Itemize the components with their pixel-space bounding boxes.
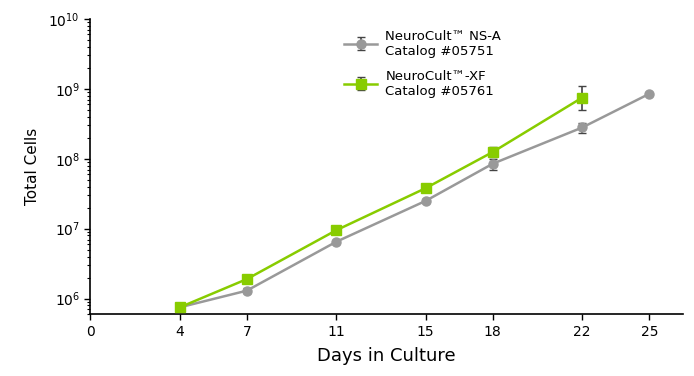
Legend: NeuroCult™ NS-A
Catalog #05751, NeuroCult™-XF
Catalog #05761: NeuroCult™ NS-A Catalog #05751, NeuroCul… — [339, 25, 507, 103]
X-axis label: Days in Culture: Days in Culture — [317, 347, 456, 365]
Y-axis label: Total Cells: Total Cells — [25, 128, 40, 205]
